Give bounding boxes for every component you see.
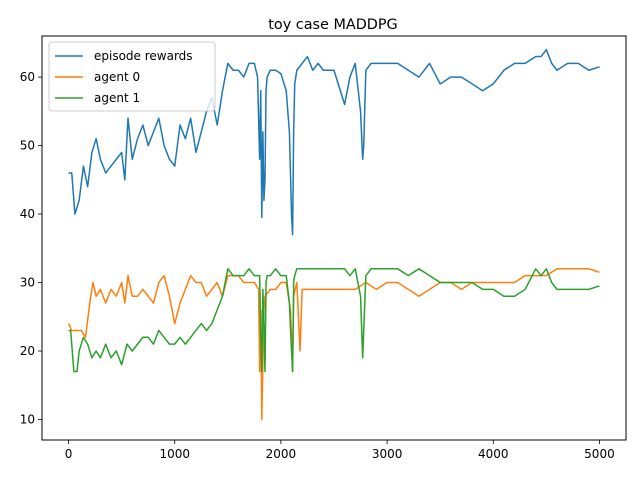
y-tick-label: 60 bbox=[20, 70, 35, 84]
chart-title: toy case MADDPG bbox=[268, 17, 397, 33]
plot-area bbox=[67, 48, 600, 421]
legend-label: episode rewards bbox=[94, 49, 193, 63]
y-tick-label: 10 bbox=[20, 412, 35, 426]
x-tick-label: 4000 bbox=[478, 447, 509, 461]
series-line-episode-rewards bbox=[68, 48, 600, 236]
x-axis: 0 1000 2000 3000 4000 5000 bbox=[65, 440, 615, 461]
legend-box bbox=[48, 41, 216, 112]
legend: episode rewards agent 0 agent 1 bbox=[48, 41, 216, 112]
x-tick-label: 0 bbox=[65, 447, 73, 461]
x-tick-label: 5000 bbox=[584, 447, 615, 461]
y-tick-label: 50 bbox=[20, 139, 35, 153]
legend-label: agent 1 bbox=[94, 91, 140, 105]
y-tick-label: 30 bbox=[20, 276, 35, 290]
y-tick-label: 20 bbox=[20, 344, 35, 358]
series-line-agent-1 bbox=[68, 268, 600, 373]
y-axis: 10 20 30 40 50 60 bbox=[20, 70, 42, 426]
legend-label: agent 0 bbox=[94, 70, 140, 84]
y-tick-label: 40 bbox=[20, 207, 35, 221]
x-tick-label: 2000 bbox=[266, 447, 297, 461]
x-tick-label: 3000 bbox=[372, 447, 403, 461]
axes-frame bbox=[41, 35, 627, 441]
x-tick-label: 1000 bbox=[159, 447, 190, 461]
